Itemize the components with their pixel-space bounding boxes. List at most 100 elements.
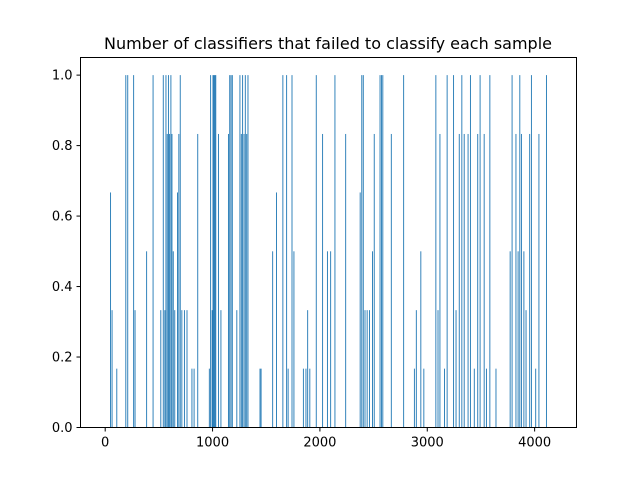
bar xyxy=(218,133,219,428)
bar xyxy=(193,368,195,428)
bar xyxy=(455,310,457,428)
bar xyxy=(183,310,185,428)
bar xyxy=(230,75,232,428)
bar xyxy=(366,310,368,428)
bar xyxy=(359,192,361,428)
bar xyxy=(231,75,233,428)
bar xyxy=(212,75,214,428)
y-tick-label: 0.6 xyxy=(52,210,73,225)
y-tick-label: 0.4 xyxy=(52,280,73,295)
bar xyxy=(162,75,164,428)
bar xyxy=(181,310,183,428)
bar xyxy=(420,251,422,428)
bar xyxy=(322,133,324,428)
bar xyxy=(413,368,415,428)
bar xyxy=(165,75,167,428)
bar xyxy=(463,133,465,428)
bar xyxy=(423,368,425,428)
bar xyxy=(369,310,370,428)
y-tick-label: 0.2 xyxy=(52,351,73,366)
bar xyxy=(166,133,168,428)
bar xyxy=(286,75,288,428)
bar xyxy=(208,368,210,428)
bar xyxy=(171,133,173,428)
bar xyxy=(364,310,366,428)
bar xyxy=(509,251,511,428)
bar xyxy=(495,368,497,428)
bar xyxy=(244,75,246,428)
bar xyxy=(146,251,148,428)
bar xyxy=(439,133,441,428)
bar xyxy=(538,133,540,428)
bar xyxy=(111,310,113,428)
bar xyxy=(535,368,537,428)
bar xyxy=(473,368,475,428)
bar xyxy=(382,75,384,428)
bar xyxy=(211,310,213,428)
bar xyxy=(229,75,231,428)
bar xyxy=(530,75,532,428)
bar xyxy=(236,310,238,428)
bar xyxy=(403,75,405,428)
bar xyxy=(242,75,244,428)
y-tick-label: 1.0 xyxy=(52,69,73,84)
bar xyxy=(220,310,222,428)
bar xyxy=(282,75,284,428)
bar xyxy=(345,133,347,428)
bar xyxy=(380,75,382,428)
bar xyxy=(330,251,332,428)
bar xyxy=(276,192,277,428)
bar xyxy=(125,75,127,428)
bar xyxy=(133,75,135,428)
bar xyxy=(444,368,445,428)
bar xyxy=(177,192,178,428)
bar xyxy=(174,310,176,428)
bar xyxy=(179,75,181,428)
bar xyxy=(213,75,215,428)
bar xyxy=(545,75,547,428)
bar xyxy=(178,133,180,428)
bar xyxy=(362,75,364,428)
bar xyxy=(415,310,417,428)
bar xyxy=(515,133,517,428)
bar xyxy=(247,75,249,428)
bar xyxy=(390,133,392,428)
bar xyxy=(453,75,455,428)
plot-frame xyxy=(80,57,577,428)
bar xyxy=(240,133,242,428)
chart-title: Number of classifiers that failed to cla… xyxy=(104,34,552,53)
bar xyxy=(227,133,229,428)
bars-group xyxy=(110,75,547,428)
bar xyxy=(529,133,531,428)
bar xyxy=(520,133,522,428)
bar xyxy=(477,133,479,428)
bar xyxy=(164,310,166,428)
bar xyxy=(243,133,245,428)
bar xyxy=(435,75,437,428)
bar xyxy=(197,133,199,428)
bar xyxy=(291,75,293,428)
bar xyxy=(469,75,471,428)
bar xyxy=(525,310,527,428)
bar xyxy=(127,75,129,428)
bar xyxy=(134,310,136,428)
bar xyxy=(214,75,216,428)
bar xyxy=(246,133,248,428)
bar xyxy=(186,310,188,428)
bar xyxy=(458,133,460,428)
bar xyxy=(309,368,311,428)
y-axis: 0.0 0.2 0.4 0.6 0.8 1.0 xyxy=(52,69,81,436)
bar xyxy=(293,251,295,428)
bar xyxy=(272,251,274,428)
bar xyxy=(479,75,481,428)
x-tick-label: 3000 xyxy=(411,436,444,451)
bar xyxy=(467,133,469,428)
bar xyxy=(260,368,262,428)
y-tick-label: 0.8 xyxy=(52,139,73,154)
bar xyxy=(315,75,317,428)
bar xyxy=(160,310,162,428)
bar xyxy=(239,75,241,428)
bar xyxy=(334,75,336,428)
